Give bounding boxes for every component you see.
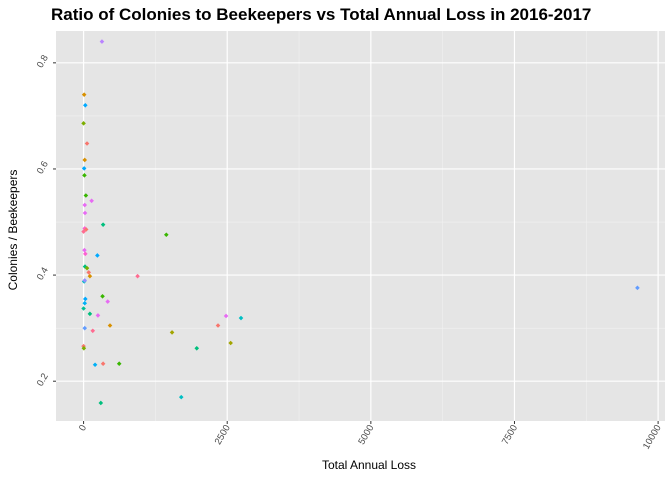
data-point-26 bbox=[82, 278, 88, 283]
x-axis-tick-labels: 0 2500 5000 7500 10000 bbox=[77, 423, 664, 451]
data-point-40 bbox=[90, 328, 96, 334]
data-points bbox=[81, 39, 640, 406]
data-point-14 bbox=[83, 227, 89, 232]
data-point-22 bbox=[86, 270, 92, 275]
data-point-5 bbox=[82, 157, 88, 163]
data-point-2 bbox=[83, 102, 88, 108]
data-point-29 bbox=[83, 296, 88, 302]
data-point-4 bbox=[84, 141, 90, 146]
data-point-41 bbox=[169, 330, 175, 335]
x-tick-label: 5000 bbox=[356, 423, 376, 447]
y-tick-label: 0.8 bbox=[35, 53, 51, 70]
data-point-48 bbox=[116, 361, 122, 366]
data-point-50 bbox=[98, 400, 104, 406]
data-point-39 bbox=[82, 325, 88, 331]
y-tick-label: 0.2 bbox=[35, 371, 51, 388]
data-point-19 bbox=[83, 251, 88, 257]
data-point-42 bbox=[228, 340, 233, 346]
x-tick-label: 2500 bbox=[213, 423, 233, 447]
data-point-34 bbox=[95, 313, 101, 318]
data-point-12 bbox=[100, 222, 106, 227]
x-tick-label: 10000 bbox=[641, 423, 664, 451]
data-point-20 bbox=[82, 264, 88, 269]
data-point-10 bbox=[82, 202, 88, 208]
data-point-16 bbox=[164, 232, 169, 238]
data-point-3 bbox=[81, 121, 86, 126]
data-point-28 bbox=[100, 294, 105, 299]
data-point-18 bbox=[95, 253, 100, 258]
data-point-11 bbox=[82, 210, 88, 216]
data-point-1 bbox=[81, 92, 87, 97]
data-point-24 bbox=[135, 273, 140, 279]
minor-gridlines bbox=[56, 31, 665, 421]
data-point-35 bbox=[223, 313, 229, 319]
data-point-0 bbox=[99, 39, 105, 44]
chart-title: Ratio of Colonies to Beekeepers vs Total… bbox=[51, 5, 591, 24]
data-point-30 bbox=[105, 299, 111, 304]
data-point-15 bbox=[81, 229, 86, 234]
data-point-44 bbox=[81, 346, 87, 351]
data-point-8 bbox=[83, 193, 89, 198]
data-point-21 bbox=[84, 265, 90, 271]
data-point-6 bbox=[81, 166, 87, 171]
y-tick-label: 0.6 bbox=[35, 159, 51, 176]
data-point-31 bbox=[82, 300, 88, 306]
axis-ticks bbox=[53, 62, 659, 424]
major-gridlines bbox=[56, 31, 665, 421]
y-axis-tick-labels: 0.2 0.4 0.6 0.8 bbox=[35, 53, 51, 388]
data-point-33 bbox=[87, 311, 93, 317]
data-point-37 bbox=[107, 323, 113, 328]
data-point-32 bbox=[81, 306, 86, 311]
data-point-27 bbox=[635, 285, 640, 291]
data-point-17 bbox=[82, 247, 87, 253]
x-tick-label: 7500 bbox=[500, 423, 520, 447]
data-point-23 bbox=[87, 273, 93, 279]
x-axis-title: Total Annual Loss bbox=[322, 458, 416, 472]
data-point-36 bbox=[238, 315, 244, 321]
x-tick-label: 0 bbox=[77, 423, 89, 433]
data-point-7 bbox=[82, 173, 87, 178]
data-point-9 bbox=[89, 198, 94, 204]
data-point-47 bbox=[100, 361, 106, 366]
data-point-45 bbox=[194, 346, 200, 351]
y-axis-title: Colonies / Beekeepers bbox=[6, 170, 20, 291]
plot-panel bbox=[56, 31, 665, 421]
data-point-38 bbox=[215, 323, 221, 328]
data-point-46 bbox=[92, 362, 98, 368]
data-point-49 bbox=[178, 394, 184, 400]
y-tick-label: 0.4 bbox=[35, 265, 51, 282]
